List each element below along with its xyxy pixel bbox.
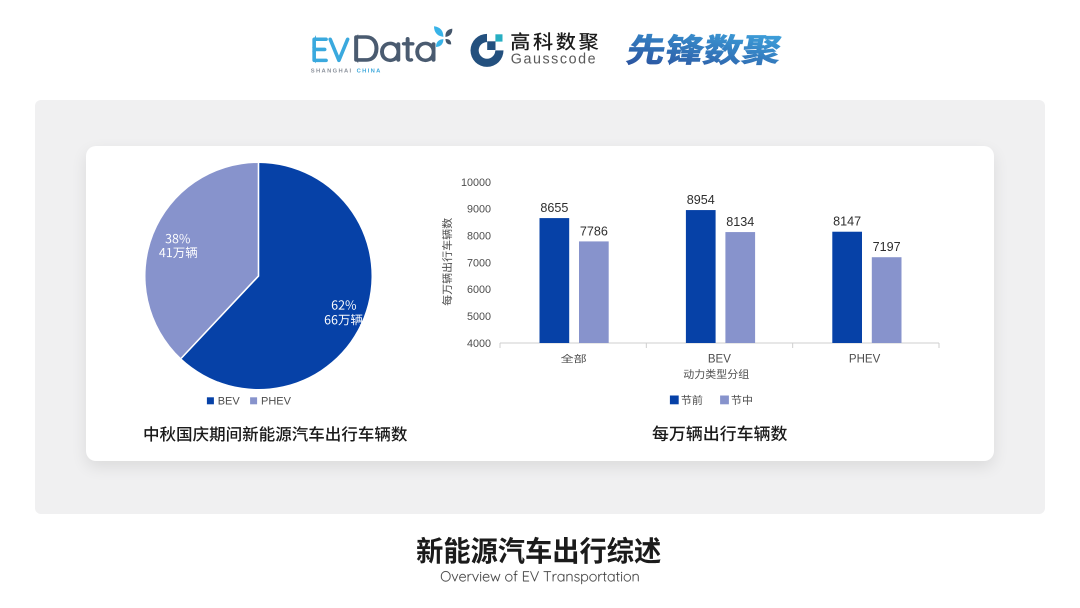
svg-text:4000: 4000 bbox=[467, 338, 491, 350]
svg-text:SHANGHAI: SHANGHAI bbox=[311, 69, 353, 75]
svg-text:8000: 8000 bbox=[467, 231, 491, 243]
svg-text:9000: 9000 bbox=[467, 204, 491, 216]
svg-text:CHINA: CHINA bbox=[357, 69, 382, 75]
svg-text:8147: 8147 bbox=[833, 215, 861, 229]
svg-text:8134: 8134 bbox=[726, 215, 754, 229]
svg-text:6000: 6000 bbox=[467, 284, 491, 296]
svg-text:Gausscode: Gausscode bbox=[511, 52, 597, 68]
svg-text:7000: 7000 bbox=[467, 257, 491, 269]
svg-text:8954: 8954 bbox=[687, 193, 715, 207]
svg-text:PHEV: PHEV bbox=[261, 395, 292, 407]
svg-text:7197: 7197 bbox=[873, 240, 901, 254]
svg-text:PHEV: PHEV bbox=[849, 353, 881, 365]
svg-text:BEV: BEV bbox=[708, 353, 731, 365]
svg-text:BEV: BEV bbox=[218, 395, 241, 407]
svg-text:10000: 10000 bbox=[461, 177, 491, 189]
svg-text:8655: 8655 bbox=[540, 201, 568, 215]
svg-text:5000: 5000 bbox=[467, 311, 491, 323]
svg-text:7786: 7786 bbox=[580, 224, 608, 238]
